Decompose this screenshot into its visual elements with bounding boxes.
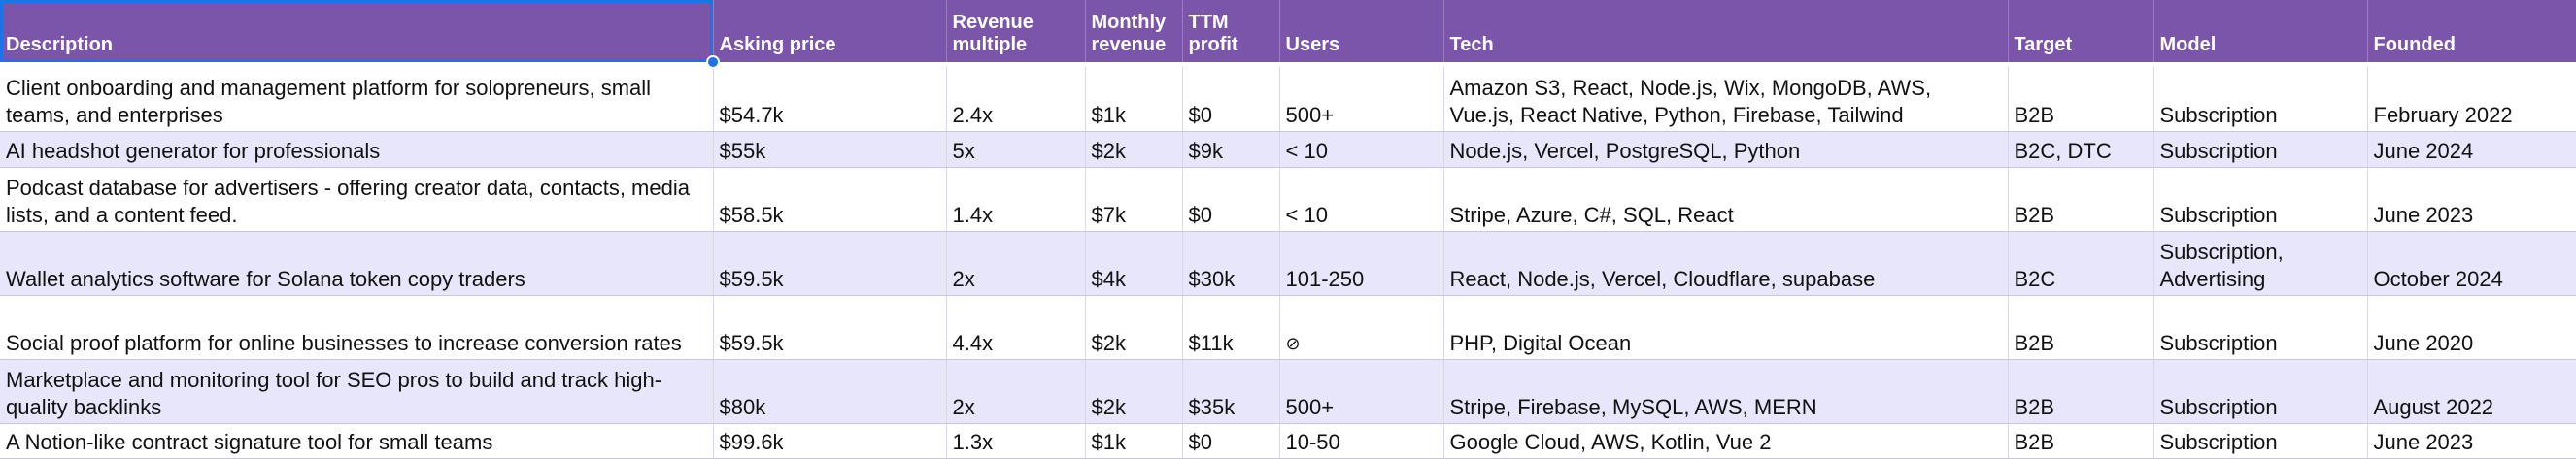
table-row: A Notion-like contract signature tool fo… [0,423,2576,459]
cell-revenue-multiple[interactable]: 2.4x [946,67,1086,132]
cell-model[interactable]: Subscription [2153,295,2368,360]
cell-model[interactable]: Subscription [2153,423,2368,459]
cell-monthly-revenue[interactable]: $2k [1085,359,1183,424]
cell-founded[interactable]: February 2022 [2367,67,2576,132]
cell-ttm-profit[interactable]: $0 [1182,67,1280,132]
cell-target[interactable]: B2B [2008,167,2154,232]
cell-target[interactable]: B2B [2008,67,2154,132]
cell-monthly-revenue[interactable]: $1k [1085,67,1183,132]
header-description[interactable]: Description [0,0,714,62]
cell-users[interactable]: < 10 [1279,131,1444,168]
cell-tech[interactable]: Stripe, Azure, C#, SQL, React [1443,167,2009,232]
cell-asking-price[interactable]: $99.6k [713,423,947,459]
table-row: Podcast database for advertisers - offer… [0,167,2576,232]
cell-description[interactable]: Social proof platform for online busines… [0,295,714,360]
header-asking-price[interactable]: Asking price [713,0,947,62]
cell-tech[interactable]: Google Cloud, AWS, Kotlin, Vue 2 [1443,423,2009,459]
cell-revenue-multiple[interactable]: 2x [946,359,1086,424]
cell-asking-price[interactable]: $59.5k [713,231,947,296]
cell-revenue-multiple[interactable]: 2x [946,231,1086,296]
cell-monthly-revenue[interactable]: $4k [1085,231,1183,296]
cell-revenue-multiple[interactable]: 1.3x [946,423,1086,459]
cell-users-empty-icon[interactable]: ⊘ [1279,295,1444,360]
cell-asking-price[interactable]: $59.5k [713,295,947,360]
header-tech[interactable]: Tech [1443,0,2009,62]
cell-description[interactable]: Podcast database for advertisers - offer… [0,167,714,232]
cell-model[interactable]: Subscription, Advertising [2153,231,2368,296]
cell-description[interactable]: AI headshot generator for professionals [0,131,714,168]
cell-ttm-profit[interactable]: $30k [1182,231,1280,296]
cell-founded[interactable]: June 2020 [2367,295,2576,360]
cell-monthly-revenue[interactable]: $1k [1085,423,1183,459]
cell-tech[interactable]: React, Node.js, Vercel, Cloudflare, supa… [1443,231,2009,296]
cell-users[interactable]: 500+ [1279,359,1444,424]
cell-monthly-revenue[interactable]: $7k [1085,167,1183,232]
cell-users[interactable]: 500+ [1279,67,1444,132]
header-divider [0,62,2576,67]
cell-revenue-multiple[interactable]: 1.4x [946,167,1086,232]
cell-founded[interactable]: August 2022 [2367,359,2576,424]
cell-description[interactable]: Client onboarding and management platfor… [0,67,714,132]
cell-ttm-profit[interactable]: $35k [1182,359,1280,424]
table-row: AI headshot generator for professionals … [0,131,2576,168]
cell-monthly-revenue[interactable]: $2k [1085,131,1183,168]
cell-ttm-profit[interactable]: $0 [1182,167,1280,232]
cell-asking-price[interactable]: $55k [713,131,947,168]
cell-tech[interactable]: Stripe, Firebase, MySQL, AWS, MERN [1443,359,2009,424]
cell-description[interactable]: Wallet analytics software for Solana tok… [0,231,714,296]
cell-description[interactable]: Marketplace and monitoring tool for SEO … [0,359,714,424]
cell-monthly-revenue[interactable]: $2k [1085,295,1183,360]
cell-founded[interactable]: June 2023 [2367,423,2576,459]
cell-founded[interactable]: June 2023 [2367,167,2576,232]
header-monthly-revenue[interactable]: Monthly revenue [1085,0,1183,62]
cell-target[interactable]: B2C, DTC [2008,131,2154,168]
header-row: Description Asking price Revenue multipl… [0,0,2576,62]
cell-revenue-multiple[interactable]: 4.4x [946,295,1086,360]
header-model[interactable]: Model [2153,0,2368,62]
cell-model[interactable]: Subscription [2153,131,2368,168]
cell-users[interactable]: 101-250 [1279,231,1444,296]
cell-users[interactable]: < 10 [1279,167,1444,232]
header-target[interactable]: Target [2008,0,2154,62]
cell-model[interactable]: Subscription [2153,167,2368,232]
cell-ttm-profit[interactable]: $0 [1182,423,1280,459]
cell-target[interactable]: B2C [2008,231,2154,296]
cell-tech[interactable]: PHP, Digital Ocean [1443,295,2009,360]
table-row: Marketplace and monitoring tool for SEO … [0,359,2576,424]
cell-asking-price[interactable]: $80k [713,359,947,424]
cell-model[interactable]: Subscription [2153,67,2368,132]
table-row: Social proof platform for online busines… [0,295,2576,360]
cell-tech[interactable]: Node.js, Vercel, PostgreSQL, Python [1443,131,2009,168]
header-users[interactable]: Users [1279,0,1444,62]
cell-asking-price[interactable]: $58.5k [713,167,947,232]
cell-tech[interactable]: Amazon S3, React, Node.js, Wix, MongoDB,… [1443,67,2009,132]
cell-founded[interactable]: June 2024 [2367,131,2576,168]
cell-target[interactable]: B2B [2008,295,2154,360]
table-row: Client onboarding and management platfor… [0,67,2576,132]
cell-revenue-multiple[interactable]: 5x [946,131,1086,168]
cell-users[interactable]: 10-50 [1279,423,1444,459]
cell-founded[interactable]: October 2024 [2367,231,2576,296]
cell-model[interactable]: Subscription [2153,359,2368,424]
table-row: Wallet analytics software for Solana tok… [0,231,2576,296]
cell-target[interactable]: B2B [2008,359,2154,424]
header-revenue-multiple[interactable]: Revenue multiple [946,0,1086,62]
cell-description[interactable]: A Notion-like contract signature tool fo… [0,423,714,459]
selection-fill-handle[interactable] [706,55,720,69]
cell-target[interactable]: B2B [2008,423,2154,459]
cell-ttm-profit[interactable]: $11k [1182,295,1280,360]
header-ttm-profit[interactable]: TTM profit [1182,0,1280,62]
cell-ttm-profit[interactable]: $9k [1182,131,1280,168]
header-founded[interactable]: Founded [2367,0,2576,62]
cell-asking-price[interactable]: $54.7k [713,67,947,132]
